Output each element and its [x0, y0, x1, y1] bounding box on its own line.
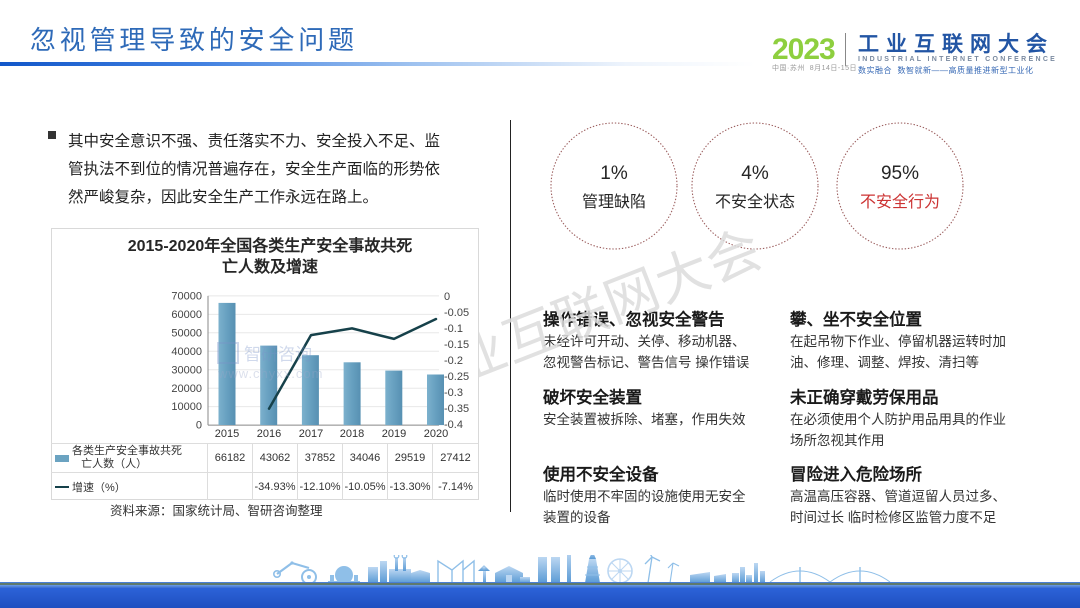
- svg-text:-0.2: -0.2: [444, 355, 463, 367]
- svg-text:0: 0: [196, 420, 202, 432]
- svg-text:50000: 50000: [171, 327, 202, 339]
- svg-text:-0.15: -0.15: [444, 339, 469, 351]
- svg-text:智研咨询: 智研咨询: [244, 345, 312, 364]
- svg-text:-0.05: -0.05: [444, 307, 469, 319]
- svg-text:-0.3: -0.3: [444, 387, 463, 399]
- svg-text:60000: 60000: [171, 309, 202, 321]
- svg-text:-0.4: -0.4: [444, 419, 463, 431]
- svg-text:40000: 40000: [171, 346, 202, 358]
- svg-text:2017: 2017: [299, 428, 323, 440]
- svg-text:-0.35: -0.35: [444, 403, 469, 415]
- svg-text:2018: 2018: [340, 428, 364, 440]
- svg-text:2015: 2015: [215, 428, 239, 440]
- svg-text:0: 0: [444, 291, 450, 303]
- svg-text:10000: 10000: [171, 401, 202, 413]
- svg-text:2019: 2019: [382, 428, 406, 440]
- svg-text:70000: 70000: [171, 291, 202, 303]
- svg-text:20000: 20000: [171, 383, 202, 395]
- svg-text:30000: 30000: [171, 364, 202, 376]
- svg-text:-0.1: -0.1: [444, 323, 463, 335]
- svg-text:-0.25: -0.25: [444, 371, 469, 383]
- svg-text:www.chyxx.com: www.chyxx.com: [217, 366, 323, 381]
- svg-text:2016: 2016: [257, 428, 281, 440]
